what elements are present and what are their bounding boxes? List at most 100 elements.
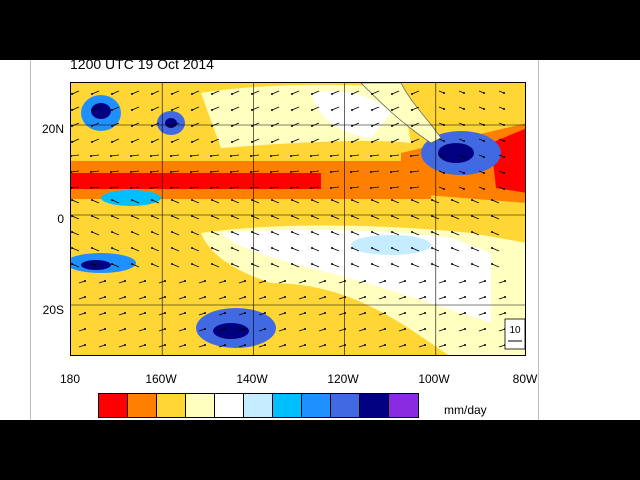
wind-arrow-head (491, 247, 493, 249)
wind-arrow (398, 312, 406, 316)
wind-arrow (118, 328, 126, 332)
wind-arrow (358, 328, 366, 332)
wind-arrow-head (384, 344, 386, 346)
wind-arrow (218, 328, 226, 332)
wind-arrow-head (331, 231, 333, 233)
wind-arrow (218, 280, 226, 284)
wind-arrow (291, 247, 300, 252)
wind-arrow (98, 328, 106, 332)
wind-arrow-head (144, 312, 146, 314)
wind-arrow-head (483, 108, 485, 110)
wind-arrow-head (91, 141, 93, 143)
wind-arrow (351, 106, 360, 111)
wind-arrow-head (491, 231, 493, 233)
wind-arrow-head (231, 199, 233, 201)
wind-arrow (131, 138, 140, 143)
wind-arrow (298, 344, 306, 348)
wind-arrow-head (443, 172, 445, 174)
wind-arrow-head (463, 140, 465, 142)
wind-arrow (150, 154, 160, 157)
wind-arrow-head (231, 247, 233, 249)
wind-arrow-head (151, 125, 153, 127)
wind-arrow (130, 186, 140, 189)
wind-arrow-head (171, 263, 173, 265)
wind-arrow-head (264, 312, 266, 314)
wind-arrow (91, 247, 100, 252)
wind-arrow (418, 344, 426, 348)
wind-arrow-head (483, 156, 485, 158)
wind-arrow-head (291, 125, 293, 127)
wind-arrow (170, 186, 180, 189)
wind-arrow-head (231, 93, 233, 95)
wind-arrow (351, 231, 360, 236)
wind-arrow (98, 280, 106, 284)
wind-arrow-head (444, 296, 446, 298)
wind-arrow-head (211, 109, 213, 111)
wind-arrow (110, 170, 120, 173)
wind-arrow (158, 312, 166, 316)
wind-arrow-head (110, 171, 112, 173)
wind-arrow (311, 231, 320, 236)
wind-arrow (91, 215, 100, 220)
wind-arrow-head (270, 187, 272, 189)
wind-arrow-head (150, 187, 152, 189)
wind-arrow (251, 231, 260, 236)
wind-arrow-head (484, 344, 486, 346)
wind-arrow-head (151, 247, 153, 249)
wind-arrow-head (404, 280, 406, 282)
wind-arrow (471, 231, 480, 236)
wind-arrow-head (483, 188, 485, 190)
wind-arrow-head (384, 312, 386, 314)
wind-arrow-head (424, 280, 426, 282)
wind-arrow (278, 312, 286, 316)
wind-arrow-head (443, 124, 445, 126)
convection-core-south (213, 323, 249, 339)
wind-arrow (91, 122, 100, 127)
wind-arrow-head (164, 344, 166, 346)
wind-arrow-head (351, 263, 353, 265)
wind-arrow (391, 199, 400, 204)
wind-arrow-head (171, 231, 173, 233)
wind-arrow-head (484, 328, 486, 330)
wind-arrow-head (151, 93, 153, 95)
wind-arrow (118, 312, 126, 316)
wind-arrow-head (351, 215, 353, 217)
wind-arrow-head (211, 141, 213, 143)
wind-arrow-head (251, 199, 253, 201)
wind-arrow (498, 280, 506, 284)
wind-arrow-head (404, 312, 406, 314)
wind-arrow-head (483, 140, 485, 142)
wind-arrow-head (504, 296, 506, 298)
wind-arrow (498, 296, 506, 300)
wind-arrow-head (190, 171, 192, 173)
wind-arrow (198, 312, 206, 316)
wind-arrow (198, 328, 206, 332)
reference-vector-label: 10 (509, 325, 521, 336)
wind-arrow (310, 186, 320, 189)
wind-arrow-head (131, 231, 133, 233)
wind-arrow-head (464, 328, 466, 330)
wind-arrow-head (171, 125, 173, 127)
wind-arrow (391, 215, 400, 220)
wind-arrow (250, 154, 260, 157)
wind-arrow-head (291, 93, 293, 95)
colorbar-swatch-8 (331, 394, 360, 417)
wind-arrow-head (410, 171, 412, 173)
wind-arrow-head (444, 328, 446, 330)
wind-arrow-head (324, 312, 326, 314)
wind-arrow (338, 312, 346, 316)
wind-arrow (251, 138, 260, 143)
wind-arrow-head (411, 215, 413, 217)
wind-arrow-head (130, 155, 132, 157)
wind-arrow (290, 170, 300, 173)
wind-arrow-head (451, 199, 453, 201)
wind-arrow-head (371, 125, 373, 127)
wind-arrow-head (210, 171, 212, 173)
wind-arrow-head (271, 199, 273, 201)
wind-arrow (151, 138, 160, 143)
wind-arrow (171, 199, 180, 204)
wind-arrow-head (290, 187, 292, 189)
wind-arrow-head (371, 215, 373, 217)
wind-arrow (138, 312, 146, 316)
page-divider-left (30, 60, 31, 420)
